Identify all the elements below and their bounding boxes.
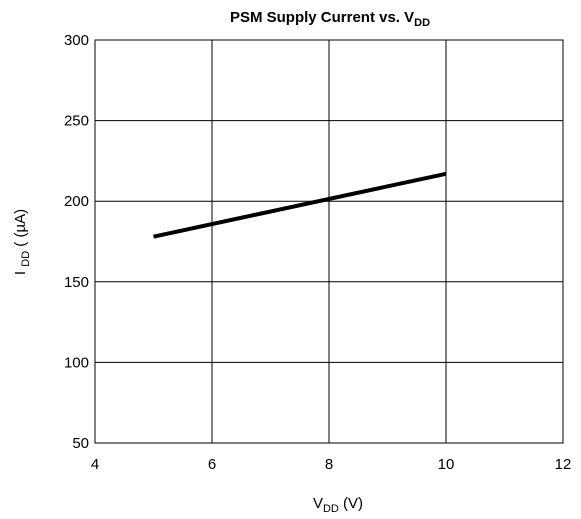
x-label-unit: (V) [339, 495, 363, 512]
title-subscript: DD [414, 17, 430, 29]
y-tick-label: 300 [64, 32, 89, 49]
x-tick-label: 12 [555, 456, 572, 473]
y-tick-label: 50 [72, 435, 89, 452]
y-tick-label: 150 [64, 274, 89, 291]
chart-title: PSM Supply Current vs. VDD [230, 9, 430, 29]
y-axis-label: I DD ( (µA) [12, 209, 32, 275]
y-label-text: I [12, 267, 29, 275]
y-tick-label: 100 [64, 354, 89, 371]
title-text: PSM Supply Current vs. V [230, 9, 414, 26]
y-label-unit: ( (µA) [12, 209, 29, 251]
x-tick-label: 6 [208, 456, 216, 473]
data-line [153, 171, 447, 239]
x-axis-label: VDD (V) [313, 495, 363, 515]
x-tick-label: 10 [438, 456, 455, 473]
y-tick-label: 250 [64, 113, 89, 130]
x-tick-label: 4 [91, 456, 99, 473]
x-label-subscript: DD [323, 503, 339, 515]
x-label-text: V [313, 495, 323, 512]
y-label-subscript: DD [20, 251, 32, 267]
plot-frame [94, 39, 564, 444]
x-tick-label: 8 [325, 456, 333, 473]
y-tick-label: 200 [64, 193, 89, 210]
